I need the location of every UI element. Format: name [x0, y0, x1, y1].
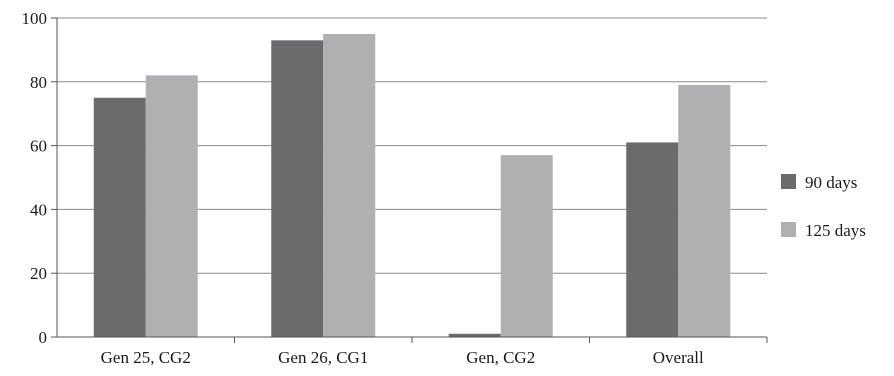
y-tick-label: 20 [30, 264, 47, 283]
bar [626, 142, 679, 337]
legend-swatch [781, 174, 796, 189]
bar [678, 84, 731, 338]
bar [323, 33, 376, 337]
bar [448, 333, 501, 337]
x-tick-label: Gen 25, CG2 [101, 348, 191, 367]
bar [145, 75, 198, 338]
y-tick-label: 0 [39, 328, 48, 347]
bar [500, 155, 553, 337]
x-tick-label: Gen, CG2 [466, 348, 535, 367]
bars [93, 33, 731, 338]
x-tick-label: Overall [653, 348, 704, 367]
bar [271, 40, 324, 338]
legend-label: 90 days [805, 173, 857, 192]
axes: 0 20 40 60 80 100 Gen 25, CG2 Gen 26, CG1 Gen, C… [22, 9, 768, 367]
y-tick-label: 100 [22, 9, 48, 28]
legend: 90 days 125 days [781, 173, 866, 240]
bar [93, 97, 146, 337]
y-tick-label: 40 [30, 200, 47, 219]
x-tick-label: Gen 26, CG1 [278, 348, 368, 367]
y-tick-label: 80 [30, 73, 47, 92]
legend-label: 125 days [805, 221, 866, 240]
y-tick-label: 60 [30, 137, 47, 156]
legend-swatch [781, 222, 796, 237]
